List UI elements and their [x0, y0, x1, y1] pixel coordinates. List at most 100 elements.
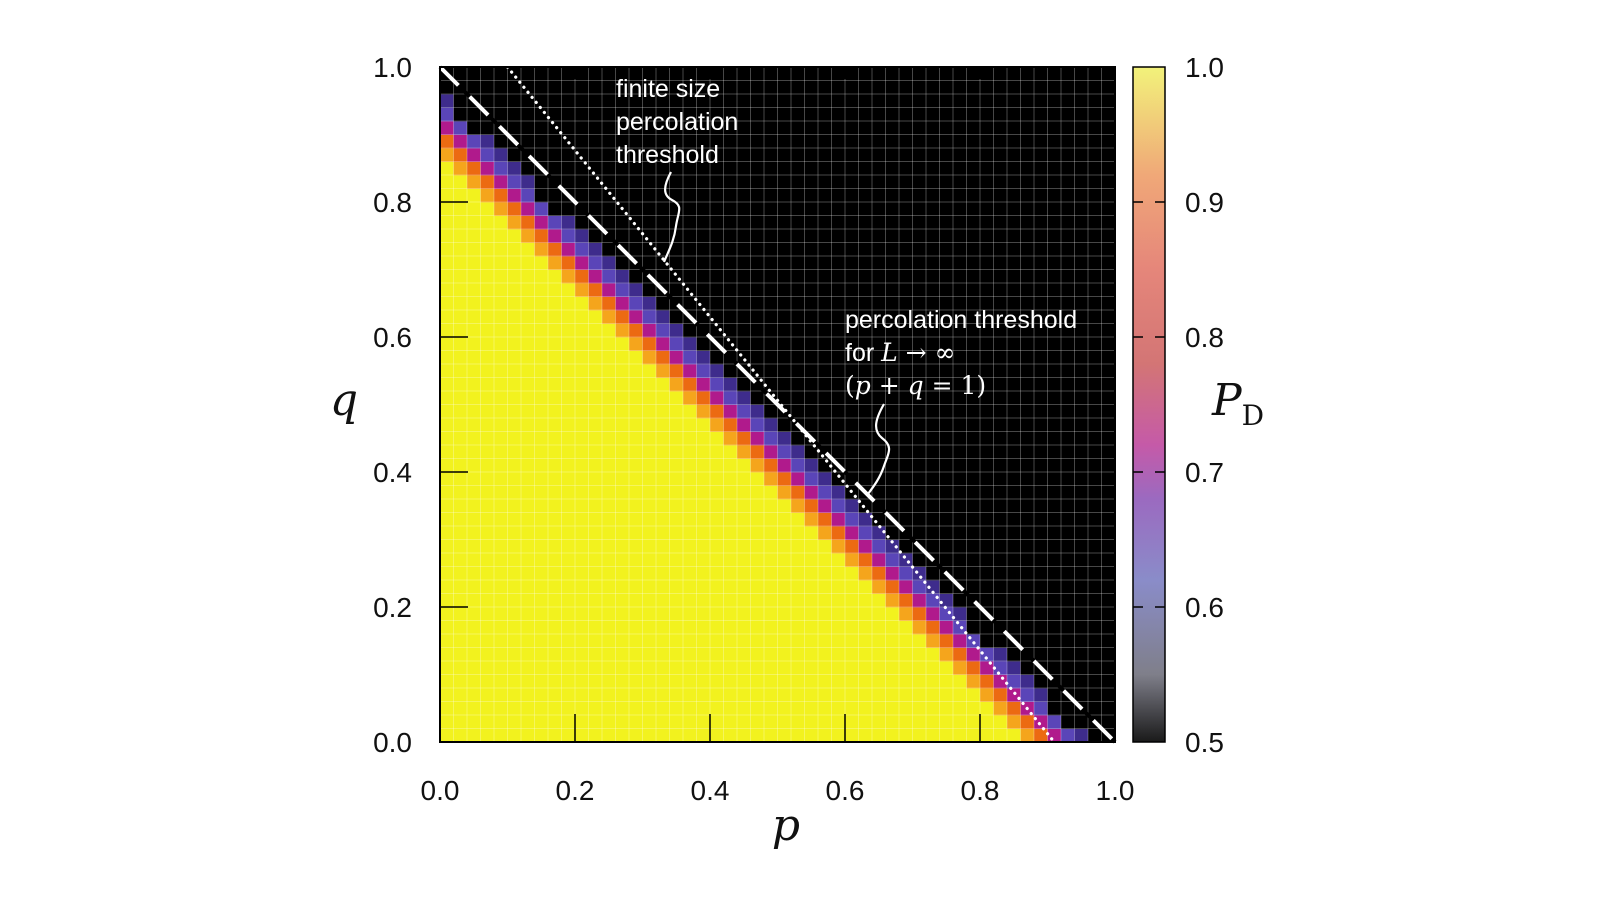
- heatmap-cell: [1047, 94, 1062, 108]
- heatmap-cell: [791, 107, 805, 122]
- heatmap-cell: [966, 539, 981, 554]
- heatmap-cell: [737, 661, 751, 675]
- heatmap-cell: [777, 566, 792, 581]
- heatmap-cell: [588, 337, 603, 351]
- heatmap-cell: [440, 580, 454, 594]
- heatmap-cell: [885, 701, 900, 716]
- heatmap-cell: [804, 647, 819, 662]
- heatmap-cell: [831, 310, 846, 324]
- heatmap-cell: [804, 715, 819, 729]
- heatmap-cell: [1034, 580, 1048, 594]
- heatmap-cell: [858, 310, 873, 324]
- heatmap-cell: [588, 107, 603, 122]
- heatmap-cell: [1074, 607, 1089, 621]
- heatmap-cell: [1020, 553, 1035, 567]
- heatmap-cell: [1088, 688, 1102, 702]
- heatmap-cell: [588, 256, 603, 270]
- heatmap-cell: [575, 553, 589, 567]
- heatmap-cell: [494, 458, 508, 473]
- heatmap-cell: [602, 94, 616, 108]
- heatmap-cell: [710, 715, 724, 729]
- heatmap-cell: [507, 445, 522, 459]
- heatmap-cell: [926, 431, 940, 446]
- heatmap-cell: [737, 445, 751, 459]
- heatmap-cell: [845, 323, 859, 338]
- infinite-threshold-annotation: percolation threshold for L → ∞ (p + q =…: [845, 306, 1077, 495]
- heatmap-cell: [1074, 391, 1089, 405]
- heatmap-cells: [440, 67, 1116, 743]
- heatmap-cell: [750, 539, 765, 554]
- heatmap-cell: [899, 188, 913, 203]
- heatmap-cell: [966, 350, 981, 365]
- heatmap-cell: [953, 485, 967, 500]
- heatmap-cell: [926, 512, 940, 527]
- heatmap-cell: [912, 350, 927, 365]
- heatmap-cell: [750, 472, 765, 486]
- heatmap-cell: [912, 472, 927, 486]
- heatmap-cell: [534, 242, 549, 257]
- heatmap-cell: [548, 553, 562, 567]
- heatmap-cell: [953, 445, 967, 459]
- heatmap-cell: [858, 539, 873, 554]
- heatmap-cell: [777, 310, 792, 324]
- heatmap-cell: [750, 647, 765, 662]
- heatmap-cell: [561, 148, 576, 162]
- heatmap-cell: [629, 580, 643, 594]
- heatmap-cell: [939, 67, 954, 81]
- heatmap-cell: [548, 256, 562, 270]
- heatmap-cell: [494, 499, 508, 513]
- heatmap-cell: [1088, 107, 1102, 122]
- heatmap-cell: [831, 215, 846, 230]
- heatmap-cell: [885, 674, 900, 689]
- heatmap-cell: [467, 688, 481, 702]
- heatmap-cell: [642, 674, 657, 689]
- heatmap-cell: [993, 310, 1008, 324]
- heatmap-cell: [1074, 161, 1089, 176]
- heatmap-cell: [966, 391, 981, 405]
- heatmap-cell: [656, 337, 670, 351]
- heatmap-cell: [440, 431, 454, 446]
- heatmap-cell: [561, 445, 576, 459]
- heatmap-cell: [629, 661, 643, 675]
- heatmap-cell: [575, 296, 589, 311]
- heatmap-cell: [1074, 647, 1089, 662]
- heatmap-cell: [683, 161, 697, 176]
- heatmap-cell: [993, 445, 1008, 459]
- heatmap-cell: [872, 620, 886, 635]
- heatmap-cell: [939, 607, 954, 621]
- heatmap-cell: [912, 499, 927, 513]
- heatmap-cell: [453, 269, 468, 284]
- heatmap-cell: [669, 526, 684, 540]
- heatmap-cell: [507, 80, 522, 95]
- heatmap-cell: [642, 67, 657, 81]
- heatmap-cell: [494, 661, 508, 675]
- heatmap-cell: [926, 175, 940, 189]
- heatmap-cell: [1074, 80, 1089, 95]
- heatmap-cell: [642, 80, 657, 95]
- heatmap-cell: [926, 269, 940, 284]
- heatmap-cell: [750, 242, 765, 257]
- heatmap-cell: [1061, 485, 1075, 500]
- heatmap-cell: [629, 229, 643, 243]
- heatmap-cell: [642, 485, 657, 500]
- heatmap-cell: [885, 593, 900, 608]
- heatmap-cell: [912, 593, 927, 608]
- heatmap-cell: [912, 566, 927, 581]
- heatmap-cell: [804, 283, 819, 297]
- heatmap-cell: [818, 539, 832, 554]
- heatmap-cell: [1020, 134, 1035, 149]
- heatmap-cell: [494, 526, 508, 540]
- heatmap-cell: [1074, 283, 1089, 297]
- heatmap-cell: [656, 688, 670, 702]
- heatmap-cell: [494, 296, 508, 311]
- heatmap-cell: [548, 485, 562, 500]
- heatmap-cell: [561, 499, 576, 513]
- heatmap-cell: [453, 472, 468, 486]
- heatmap-cell: [1020, 391, 1035, 405]
- heatmap-cell: [548, 134, 562, 149]
- heatmap-cell: [1061, 661, 1075, 675]
- heatmap-cell: [642, 323, 657, 338]
- heatmap-cell: [926, 337, 940, 351]
- heatmap-cell: [1034, 161, 1048, 176]
- heatmap-cell: [669, 634, 684, 648]
